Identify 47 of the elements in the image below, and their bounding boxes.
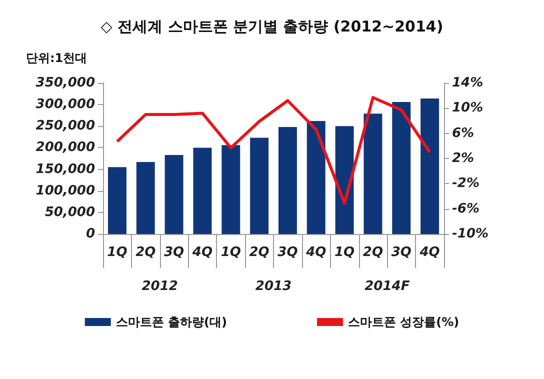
x-tick-label: 3Q [391,245,412,260]
y-tick-label: 50,000 [44,204,95,220]
bar [250,138,269,234]
x-tick-label: 2Q [249,245,270,260]
bar [193,148,212,234]
bar [420,98,440,234]
x-tick-label: 1Q [107,245,128,260]
bar [222,145,240,234]
bar [335,126,354,234]
line-series [116,96,432,205]
text: 2014F [364,279,410,294]
y-tick-label: 350,000 [36,76,95,90]
y2-tick-label: 14% [452,76,484,90]
legend-label: 스마트폰 성장률(%) [348,315,460,329]
y-tick-label: 200,000 [36,140,95,156]
y-tick-label: 250,000 [36,118,95,134]
x-tick-label: 4Q [191,245,213,260]
x-tick-label: 4Q [305,245,326,260]
bar [164,155,184,234]
bar [136,162,155,234]
y-tick-label: 0 [86,226,95,242]
y2-tick-label: 10% [452,100,484,116]
y2-tick-label: 2% [452,151,474,166]
y-axis-title: 단위:1천대 [26,51,88,65]
y2-tick-label: -6% [452,201,480,216]
bar [392,102,411,234]
x-tick-label: 2Q [136,245,156,260]
x-tick-label: 4Q [418,245,440,260]
y-tick-label: 100,000 [36,183,95,198]
bar [306,120,326,234]
y2-tick-label: 6% [452,126,474,141]
y-tick-label: 300,000 [36,97,95,112]
x-tick-label: 2Q [362,245,384,260]
text: 2013 [255,279,292,294]
y2-tick-label: -2% [452,176,480,192]
text: 2012 [142,279,178,294]
x-tick-label: 1Q [334,245,355,260]
legend-label: 스마트폰 출하량(대) [116,315,227,329]
y-tick-label: 150,000 [36,162,95,177]
bar [278,127,297,234]
chart-title: ◇ 전세계 스마트폰 분기별 출하량 (2012~2014) [100,18,444,36]
bar [108,167,126,234]
y2-tick-label: -10% [452,226,489,242]
bar [364,114,382,234]
x-tick-label: 3Q [278,245,298,260]
x-tick-label: 3Q [164,245,184,260]
x-tick-label: 1Q [220,245,241,260]
